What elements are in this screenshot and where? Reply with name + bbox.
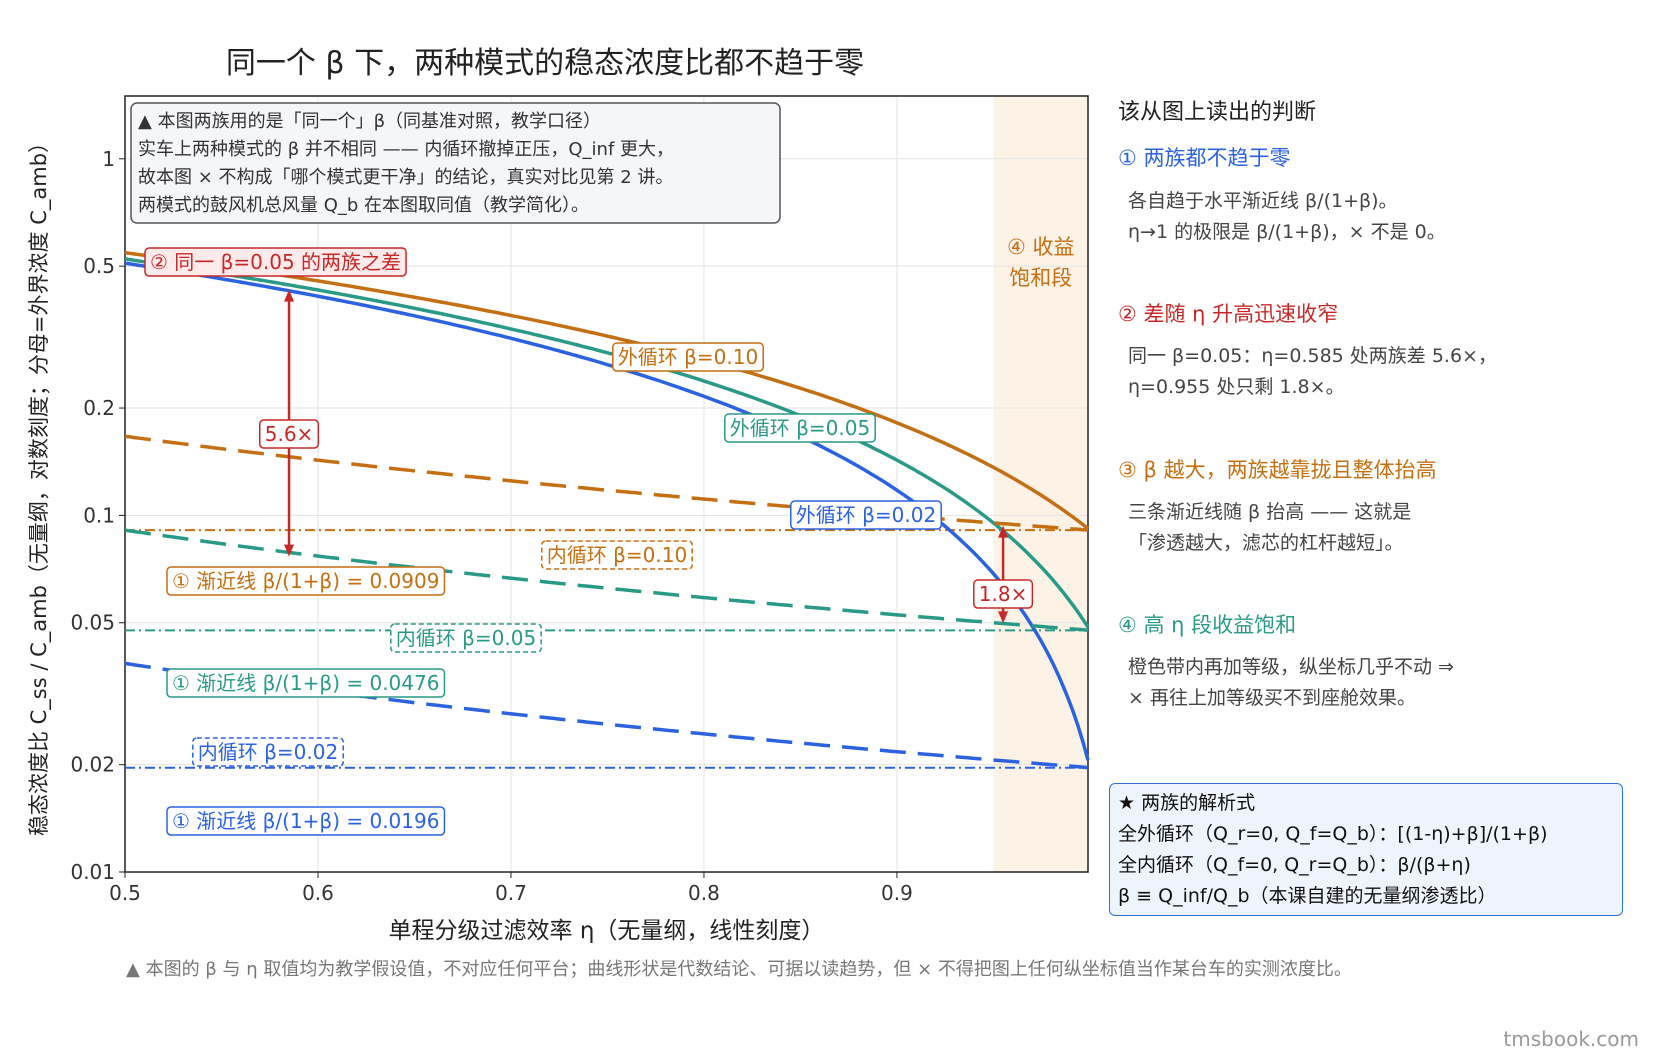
series-label-outer-005-box [724,413,876,443]
side-item-body-1: 各自趋于水平渐近线 β/(1+β)。 η→1 的极限是 β/(1+β)，× 不是 … [1128,190,1446,243]
gap-arrow-head [998,611,1009,624]
gap-note-box [144,247,407,277]
gap-arrow-head [998,525,1009,538]
info-box-line: ▲ 本图两族用的是「同一个」β（同基准对照，教学口径） [138,111,601,132]
x-tick-label: 0.9 [881,881,913,905]
gap-value-label: 5.6× [265,422,314,446]
series-label-outer-010: 外循环 β=0.10 [618,345,758,369]
formula-inner: 全内循环（Q_f=0, Q_r=Q_b）：β/(β+η) [1118,854,1471,876]
side-item-body-3: 三条渐近线随 β 抬高 —— 这就是 「渗透越大，滤芯的杠杆越短」。 [1128,501,1412,554]
side-item-title-2: ② 差随 η 升高迅速收窄 [1118,302,1339,326]
saturation-band [993,96,1088,872]
series-label-outer-002: 外循环 β=0.02 [796,503,936,527]
saturation-band-label: 饱和段 [1009,266,1072,290]
series-label-inner-005-box [390,623,542,653]
side-heading: 该从图上读出的判断 [1118,100,1317,125]
y-tick-label: 1 [102,147,115,171]
series-label-inner-002-box [192,737,344,767]
y-tick-label: 0.2 [83,396,115,420]
gap-value-label: 1.8× [979,582,1028,606]
asymptote-label-box [166,566,446,596]
asymptote-label: ① 渐近线 β/(1+β) = 0.0909 [172,569,439,593]
side-item-body-4: 橙色带内再加等级，纵坐标几乎不动 ⇒ × 再往上加等级买不到座舱效果。 [1128,656,1454,709]
saturation-band-label: ④ 收益 [1007,235,1075,259]
formula-title: ★ 两族的解析式 [1118,792,1256,814]
chart-title: 同一个 β 下，两种模式的稳态浓度比都不趋于零 [225,46,865,81]
gap-note: ② 同一 β=0.05 的两族之差 [150,250,401,274]
gap-value-label-box [973,579,1034,609]
asymptote-label-box [166,806,446,836]
x-tick-label: 0.8 [688,881,720,905]
x-tick-label: 0.7 [495,881,527,905]
y-tick-label: 0.01 [70,860,115,884]
gap-value-label-box [258,419,320,449]
y-tick-label: 0.5 [83,254,115,278]
y-tick-label: 0.1 [83,503,115,527]
x-axis-label: 单程分级过滤效率 η（无量纲，线性刻度） [389,918,825,944]
series-label-inner-005: 内循环 β=0.05 [396,626,536,650]
series-line-inner [124,528,1089,632]
side-item-body-2: 同一 β=0.05：η=0.585 处两族差 5.6×， η=0.955 处只剩 … [1128,345,1497,398]
info-box-line: 实车上两种模式的 β 并不相同 —— 内循环撤掉正压，Q_inf 更大， [138,139,674,160]
side-item-title-4: ④ 高 η 段收益饱和 [1118,613,1297,637]
gap-arrow-head [284,289,295,302]
asymptote-label-box [166,668,446,698]
info-box-line: 故本图 × 不构成「哪个模式更干净」的结论，真实对比见第 2 讲。 [138,167,673,188]
asymptote-label: ① 渐近线 β/(1+β) = 0.0196 [172,809,439,833]
formula-box: ★ 两族的解析式 全外循环（Q_r=0, Q_f=Q_b）：[(1-η)+β]/… [1109,783,1623,916]
series-label-outer-010-box [612,342,764,372]
series-label-inner-010: 内循环 β=0.10 [547,543,687,567]
formula-beta-def: β ≡ Q_inf/Q_b（本课自建的无量纲渗透比） [1118,885,1497,907]
x-tick-label: 0.6 [302,881,334,905]
y-axis-label: 稳态浓度比 C_ss / C_amb（无量纲，对数刻度；分母=外界浓度 C_am… [27,132,52,836]
side-item-title-3: ③ β 越大，两族越靠拢且整体抬高 [1118,458,1437,482]
x-tick-label: 0.5 [109,881,141,905]
asymptote-label: ① 渐近线 β/(1+β) = 0.0476 [172,671,439,695]
series-line-inner [124,434,1089,532]
plot-frame [124,95,1089,873]
info-box-line: 两模式的鼓风机总风量 Q_b 在本图取同值（教学简化）。 [138,195,589,216]
footnote: ▲ 本图的 β 与 η 取值均为教学假设值，不对应任何平台；曲线形状是代数结论、… [126,959,1352,980]
y-tick-label: 0.05 [70,611,115,635]
watermark: tmsbook.com [1503,1027,1639,1051]
gap-arrow-head [284,544,295,557]
series-label-inner-002: 内循环 β=0.02 [198,740,338,764]
side-item-title-1: ① 两族都不趋于零 [1118,146,1291,170]
series-label-outer-005: 外循环 β=0.05 [730,416,870,440]
formula-outer: 全外循环（Q_r=0, Q_f=Q_b）：[(1-η)+β]/(1+β) [1118,823,1548,845]
series-label-outer-002-box [790,500,942,530]
y-tick-label: 0.02 [70,753,115,777]
series-label-inner-010-box [541,540,693,570]
series-line-outer [124,257,1090,629]
info-box [130,102,781,224]
